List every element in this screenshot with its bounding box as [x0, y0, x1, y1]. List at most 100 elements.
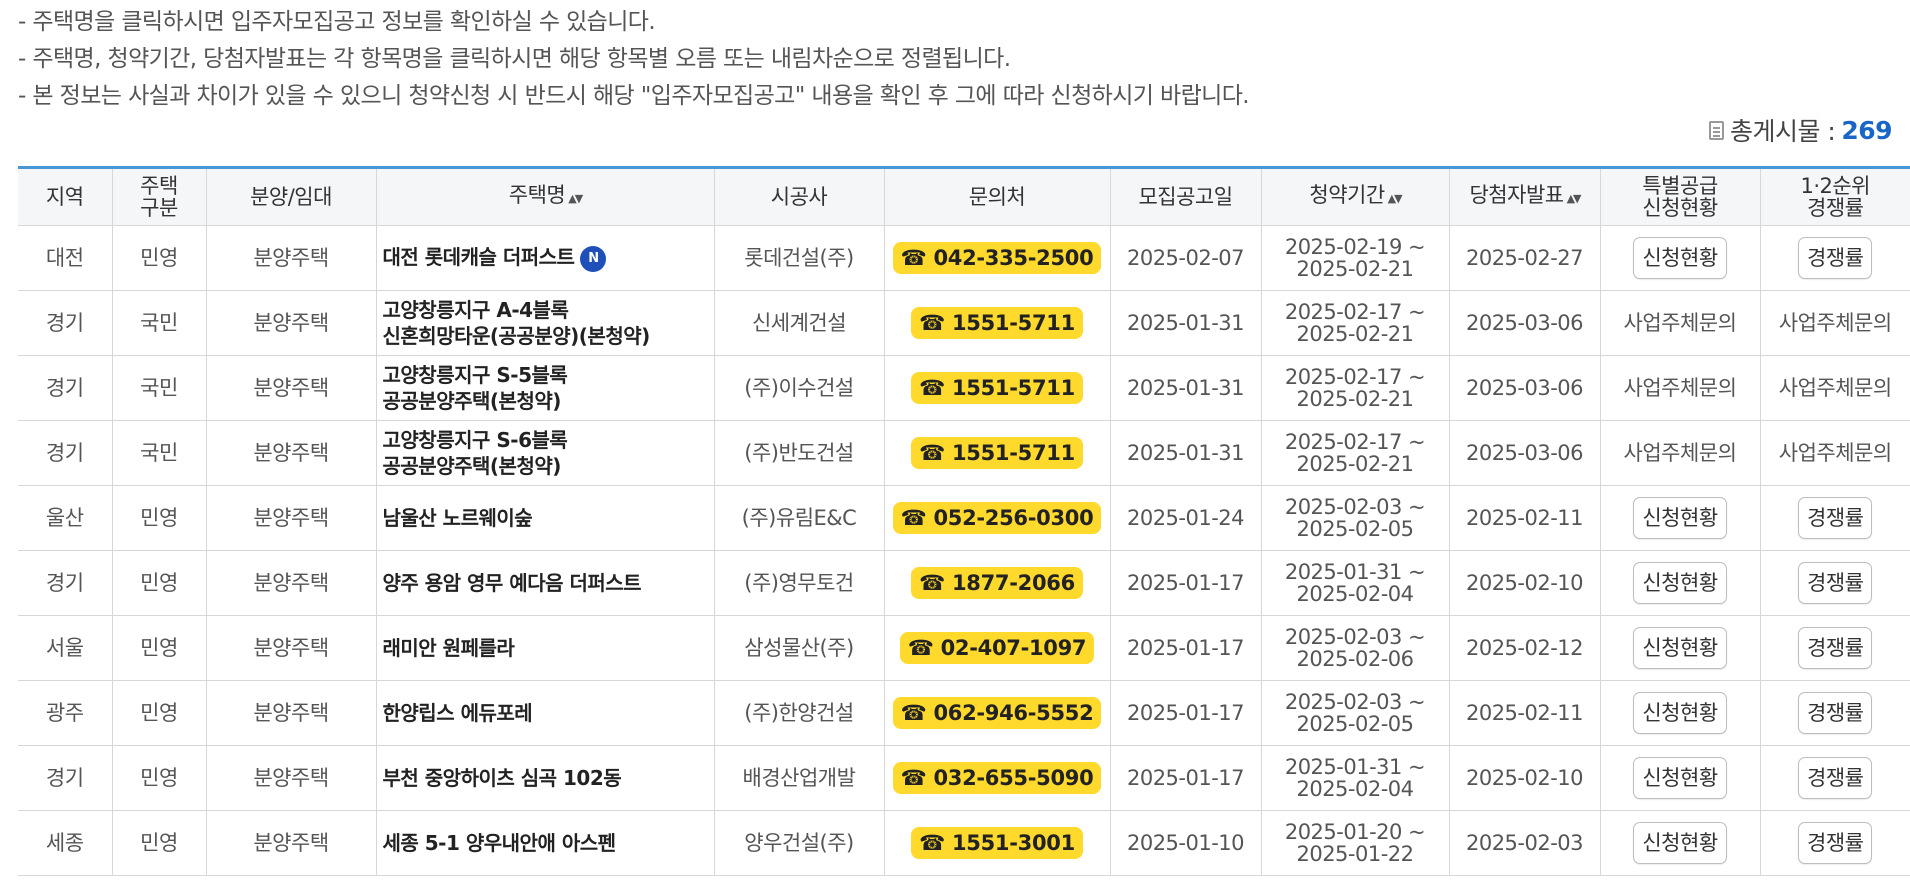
- cell-notice-date: 2025-02-07: [1109, 225, 1262, 291]
- competition-text: 사업주체문의: [1778, 311, 1892, 335]
- period-start: 2025-01-20 ~: [1284, 820, 1426, 844]
- cell-region: 경기: [18, 745, 113, 811]
- table-row: 경기 민영 분양주택 부천 중앙하이츠 심곡 102동 배경산업개발 ☎ 032-655-…: [18, 745, 1910, 811]
- period-start: 2025-02-03 ~: [1284, 625, 1426, 649]
- house-name-link[interactable]: 고양창릉지구 A-4블록 신혼희망타운(공공분양)(본청약): [382, 298, 651, 348]
- col-special-line1: 특별공급: [1642, 174, 1718, 198]
- cell-region: 경기: [18, 420, 113, 486]
- house-name-line2: 공공분양주택(본청약): [382, 454, 562, 478]
- cell-house-name: 대전 롯데캐슬 더퍼스트 N: [375, 225, 715, 291]
- cell-notice-date: 2025-01-31: [1109, 290, 1262, 356]
- phone-link[interactable]: ☎ 02-407-1097: [899, 632, 1095, 664]
- competition-rate-button[interactable]: 경쟁률: [1798, 562, 1873, 604]
- phone-icon: ☎: [907, 636, 934, 660]
- table-row: 경기 민영 분양주택 양주 용암 영무 예다음 더퍼스트 (주)영무토건 ☎ 1877-2…: [18, 550, 1910, 616]
- period-start: 2025-02-17 ~: [1284, 365, 1426, 389]
- cell-special-supply: 신청현황: [1599, 745, 1761, 811]
- cell-housing-type: 국민: [111, 420, 207, 486]
- house-name-link[interactable]: 남울산 노르웨이숲: [383, 506, 533, 530]
- notice-line: - 본 정보는 사실과 차이가 있을 수 있으니 청약신청 시 반드시 해당 "…: [18, 83, 1250, 109]
- period-end: 2025-02-21: [1296, 387, 1414, 411]
- phone-number: 062-946-5552: [933, 701, 1094, 725]
- phone-icon: ☎: [919, 376, 945, 400]
- cell-builder: 배경산업개발: [713, 745, 885, 811]
- house-name-link[interactable]: 세종 5-1 양우내안애 아스펜: [383, 831, 617, 855]
- apply-status-button[interactable]: 신청현황: [1633, 692, 1727, 734]
- cell-housing-type: 민영: [111, 550, 207, 616]
- col-special-supply: 특별공급 신청현황: [1599, 167, 1761, 226]
- cell-contact: ☎ 032-655-5090: [883, 745, 1111, 811]
- competition-rate-button[interactable]: 경쟁률: [1798, 627, 1873, 669]
- house-name-link[interactable]: 대전 롯데캐슬 더퍼스트 N: [383, 245, 607, 272]
- cell-house-name: 래미안 원페를라: [375, 615, 715, 681]
- house-name-link[interactable]: 한양립스 에듀포레: [383, 701, 533, 725]
- competition-rate-button[interactable]: 경쟁률: [1798, 822, 1873, 864]
- cell-period: 2025-01-31 ~2025-02-04: [1260, 550, 1450, 616]
- col-winner-date[interactable]: 당첨자발표 ▲▼: [1448, 167, 1601, 226]
- table-row: 대전 민영 분양주택 대전 롯데캐슬 더퍼스트 N 롯데건설(주) ☎ 042-335-25…: [18, 225, 1910, 291]
- phone-icon: ☎: [900, 246, 927, 270]
- competition-rate-button[interactable]: 경쟁률: [1798, 692, 1873, 734]
- house-name-link[interactable]: 부천 중앙하이츠 심곡 102동: [383, 766, 622, 790]
- house-name-link[interactable]: 양주 용암 영무 예다음 더퍼스트: [383, 571, 642, 595]
- col-winner-date-label: 당첨자발표: [1469, 183, 1564, 207]
- cell-house-name: 양주 용암 영무 예다음 더퍼스트: [375, 550, 715, 616]
- sort-updown-icon[interactable]: ▲▼: [1387, 192, 1403, 205]
- apply-status-button[interactable]: 신청현황: [1633, 822, 1727, 864]
- competition-rate-button[interactable]: 경쟁률: [1798, 757, 1873, 799]
- apply-status-button[interactable]: 신청현황: [1633, 757, 1727, 799]
- cell-house-name: 세종 5-1 양우내안애 아스펜: [375, 810, 715, 876]
- house-name-link[interactable]: 고양창릉지구 S-5블록 공공분양주택(본청약): [383, 363, 568, 413]
- col-period[interactable]: 청약기간 ▲▼: [1260, 167, 1450, 226]
- phone-link[interactable]: ☎ 1551-5711: [911, 437, 1083, 469]
- col-house-name[interactable]: 주택명 ▲▼: [375, 167, 715, 226]
- cell-builder: 삼성물산(주): [713, 615, 885, 681]
- cell-notice-date: 2025-01-24: [1109, 485, 1262, 551]
- cell-winner-date: 2025-03-06: [1448, 355, 1601, 421]
- apply-status-button[interactable]: 신청현황: [1633, 562, 1727, 604]
- table-body: 대전 민영 분양주택 대전 롯데캐슬 더퍼스트 N 롯데건설(주) ☎ 042-335-25…: [18, 225, 1910, 876]
- competition-rate-button[interactable]: 경쟁률: [1798, 497, 1873, 539]
- cell-region: 대전: [18, 225, 113, 291]
- phone-link[interactable]: ☎ 062-946-5552: [892, 697, 1102, 729]
- cell-builder: (주)한양건설: [713, 680, 885, 746]
- table-row: 서울 민영 분양주택 래미안 원페를라 삼성물산(주) ☎ 02-407-1097 2025…: [18, 615, 1910, 681]
- phone-number: 02-407-1097: [940, 636, 1087, 660]
- phone-link[interactable]: ☎ 1551-3001: [911, 827, 1083, 859]
- notice-line: - 주택명, 청약기간, 당첨자발표는 각 항목명을 클릭하시면 해당 항목별 …: [18, 46, 1011, 72]
- phone-link[interactable]: ☎ 1551-5711: [911, 307, 1083, 339]
- col-period-label: 청약기간: [1309, 183, 1385, 207]
- phone-link[interactable]: ☎ 1877-2066: [911, 567, 1083, 599]
- special-supply-text: 사업주체문의: [1623, 311, 1737, 335]
- sort-updown-icon[interactable]: ▲▼: [568, 192, 583, 205]
- period-end: 2025-02-21: [1296, 257, 1414, 281]
- house-name-link[interactable]: 고양창릉지구 S-6블록 공공분양주택(본청약): [383, 428, 568, 478]
- apply-status-button[interactable]: 신청현황: [1633, 627, 1727, 669]
- phone-link[interactable]: ☎ 042-335-2500: [892, 242, 1102, 274]
- competition-rate-button[interactable]: 경쟁률: [1798, 237, 1873, 279]
- apply-status-button[interactable]: 신청현황: [1633, 497, 1727, 539]
- house-name-link[interactable]: 래미안 원페를라: [383, 636, 515, 660]
- sort-updown-icon[interactable]: ▲▼: [1566, 192, 1582, 205]
- cell-rank-competition: 경쟁률: [1759, 745, 1910, 811]
- phone-link[interactable]: ☎ 032-655-5090: [892, 762, 1102, 794]
- house-name-line1: 고양창릉지구 A-4블록: [382, 298, 569, 322]
- cell-house-name: 남울산 노르웨이숲: [375, 485, 715, 551]
- competition-text: 사업주체문의: [1778, 376, 1892, 400]
- cell-region: 경기: [18, 550, 113, 616]
- table-row: 울산 민영 분양주택 남울산 노르웨이숲 (주)유림E&C ☎ 052-256-0300 2…: [18, 485, 1910, 551]
- cell-winner-date: 2025-02-27: [1448, 225, 1601, 291]
- col-rank-line2: 경쟁률: [1807, 196, 1864, 220]
- apply-status-button[interactable]: 신청현황: [1633, 237, 1727, 279]
- house-name-line1: 한양립스 에듀포레: [382, 701, 533, 725]
- cell-housing-type: 민영: [111, 225, 207, 291]
- phone-number: 1551-5711: [951, 311, 1075, 335]
- cell-contact: ☎ 1551-3001: [883, 810, 1111, 876]
- house-name-line1: 부천 중앙하이츠 심곡 102동: [382, 766, 622, 790]
- phone-link[interactable]: ☎ 1551-5711: [911, 372, 1083, 404]
- cell-house-name: 한양립스 에듀포레: [375, 680, 715, 746]
- cell-region: 광주: [18, 680, 113, 746]
- period-start: 2025-02-17 ~: [1284, 300, 1426, 324]
- cell-housing-type: 민영: [111, 810, 207, 876]
- phone-link[interactable]: ☎ 052-256-0300: [892, 502, 1102, 534]
